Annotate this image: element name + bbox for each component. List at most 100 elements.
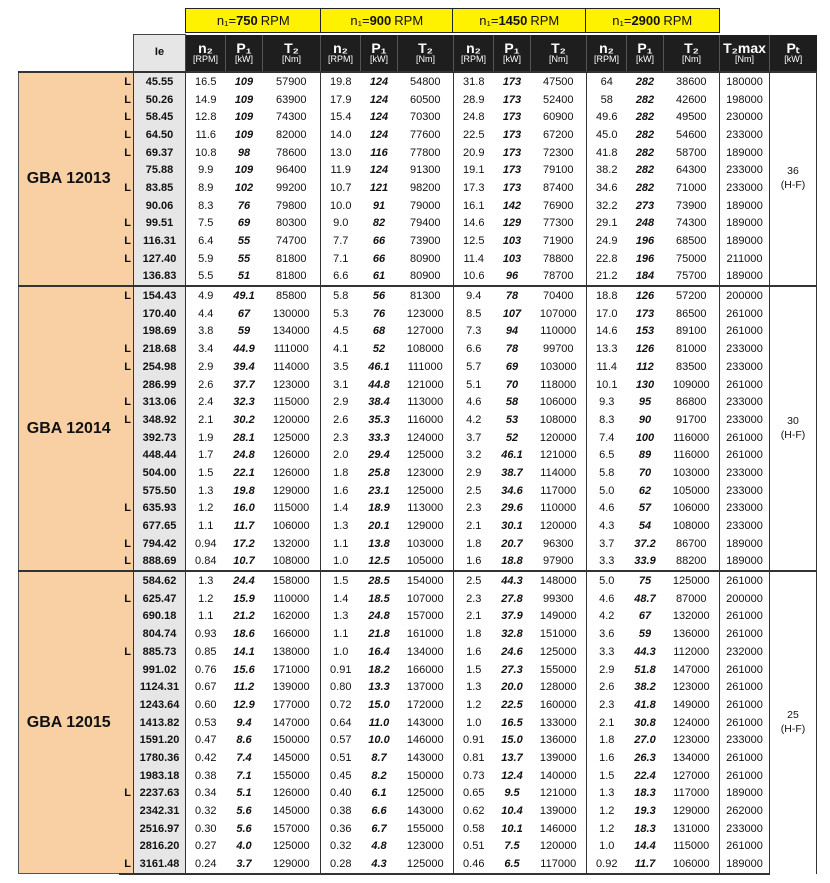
cell-t2: 127000: [663, 766, 720, 785]
pt-value: 30: [787, 415, 799, 428]
cell-p1: 14.1: [233, 645, 255, 658]
cell-t2: 38600: [663, 71, 720, 91]
cell-p1: 29.4: [368, 449, 390, 462]
cell-t2max: 261000: [719, 607, 770, 626]
cell-n2: 24.8: [463, 111, 485, 124]
cell-n2: 1.4: [333, 502, 349, 515]
cell-t2: 58700: [663, 143, 720, 162]
speed-value: 2900: [631, 13, 661, 28]
cell-n2: 4.6: [466, 396, 482, 409]
cell-p1: 124: [369, 111, 389, 124]
header-pt: Pₜ [kW]: [769, 34, 817, 72]
cell-t2max: 261000: [719, 696, 770, 714]
cell-t2: 96300: [530, 534, 587, 553]
cell-p1: 4.0: [236, 840, 252, 853]
l-flag: L: [118, 143, 134, 162]
model-name: GBA 12014: [18, 285, 119, 572]
table-row: 1413.82 0.53 9.4 147000 0.64 11.0 143000 1.0 16.…: [19, 713, 817, 732]
cell-t2max: 233000: [719, 517, 770, 535]
cell-n2: 3.3: [599, 645, 615, 658]
cell-t2: 47500: [530, 71, 587, 91]
cell-n2: 8.3: [198, 199, 214, 212]
cell-p1: 20.0: [501, 681, 523, 694]
cell-t2: 110000: [530, 322, 587, 341]
cell-t2: 138000: [262, 643, 321, 661]
cell-t2: 96400: [262, 161, 321, 180]
pt-value: 25: [787, 709, 799, 722]
cell-p1: 282: [635, 93, 655, 106]
ratio-ie: 1243.64: [133, 696, 186, 714]
table-row: L 218.68 3.4 44.9 111000 4.1 52 108000 6.6 78 9970…: [19, 340, 817, 358]
header-p1: P₁ [kW]: [626, 34, 664, 72]
cell-p1: 29.6: [501, 502, 523, 515]
cell-n2: 0.28: [320, 855, 361, 875]
cell-n2: 2.6: [599, 681, 615, 694]
cell-t2: 147000: [262, 713, 321, 732]
cell-p1: 18.3: [634, 787, 656, 800]
speed-prefix: n₁=: [479, 13, 499, 28]
cell-t2max: 261000: [719, 446, 770, 465]
l-flag: [118, 196, 134, 215]
table-row: GBA 12013 L 45.55 16.5 109 57900 19.8 124 54800 3…: [18, 70, 817, 287]
cell-n2: 0.67: [195, 681, 217, 694]
cell-p1: 27.8: [501, 592, 523, 605]
table-row: 1124.31 0.67 11.2 139000 0.80 13.3 137000 1.3 20…: [19, 678, 817, 697]
cell-p1: 89: [638, 449, 652, 462]
header-unit: [Nm]: [735, 54, 754, 65]
cell-n2: 13.3: [596, 343, 618, 356]
cell-t2: 139000: [262, 678, 321, 697]
cell-n2: 4.2: [599, 610, 615, 623]
header-spacer: [18, 34, 134, 72]
cell-p1: 282: [635, 111, 655, 124]
cell-p1: 24.8: [233, 449, 255, 462]
cell-n2: 1.8: [333, 466, 349, 479]
cell-t2: 72300: [530, 143, 587, 162]
cell-p1: 22.5: [501, 698, 523, 711]
cell-n2: 31.8: [453, 71, 494, 91]
cell-p1: 94: [505, 325, 519, 338]
cell-p1: 21.8: [368, 628, 390, 641]
cell-p1: 95: [638, 396, 652, 409]
cell-p1: 11.2: [233, 681, 255, 694]
cell-t2: 166000: [262, 625, 321, 643]
cell-p1: 109: [234, 164, 254, 177]
l-flag: [118, 625, 134, 643]
model-name: GBA 12013: [18, 70, 119, 287]
cell-p1: 107: [502, 307, 522, 320]
cell-t2max: 261000: [719, 322, 770, 341]
cell-t2: 81300: [397, 285, 454, 305]
pt-value: 36: [787, 165, 799, 178]
header-t2: T₂ [Nm]: [663, 34, 720, 72]
cell-n2: 3.1: [333, 378, 349, 391]
table-row: 1243.64 0.60 12.9 177000 0.72 15.0 172000 1.2 22…: [19, 696, 817, 714]
table-row: L 64.50 11.6 109 82000 14.0 124 77600 22.5 173 672…: [19, 126, 817, 144]
cell-t2: 149000: [663, 696, 720, 714]
cell-p1: 18.5: [368, 592, 390, 605]
cell-p1: 126: [626, 285, 664, 305]
cell-p1: 19.8: [233, 484, 255, 497]
cell-p1: 26.3: [634, 751, 656, 764]
cell-t2max: 261000: [719, 625, 770, 643]
cell-p1: 8.2: [371, 769, 387, 782]
l-flag: [118, 678, 134, 697]
cell-p1: 248: [635, 217, 655, 230]
cell-n2: 1.1: [198, 520, 214, 533]
cell-t2: 77300: [530, 214, 587, 233]
ratio-ie: 116.31: [133, 232, 186, 250]
l-flag: [118, 570, 134, 590]
cell-t2max: 211000: [719, 249, 770, 268]
speed-prefix: n₁=: [350, 13, 370, 28]
cell-p1: 126: [635, 343, 655, 356]
cell-t2: 143000: [397, 713, 454, 732]
cell-p1: 109: [234, 93, 254, 106]
cell-t2: 73900: [397, 232, 454, 250]
cell-t2: 132000: [262, 534, 321, 553]
l-flag: [118, 464, 134, 482]
cell-t2max: 233000: [719, 819, 770, 838]
cell-n2: 1.8: [466, 537, 482, 550]
cell-t2: 49500: [663, 108, 720, 127]
cell-n2: 7.4: [599, 431, 615, 444]
table-row: 75.88 9.9 109 96400 11.9 124 91300 19.1 173 79100…: [19, 161, 817, 180]
cell-t2: 88200: [663, 552, 720, 572]
cell-p1: 124: [369, 128, 389, 141]
